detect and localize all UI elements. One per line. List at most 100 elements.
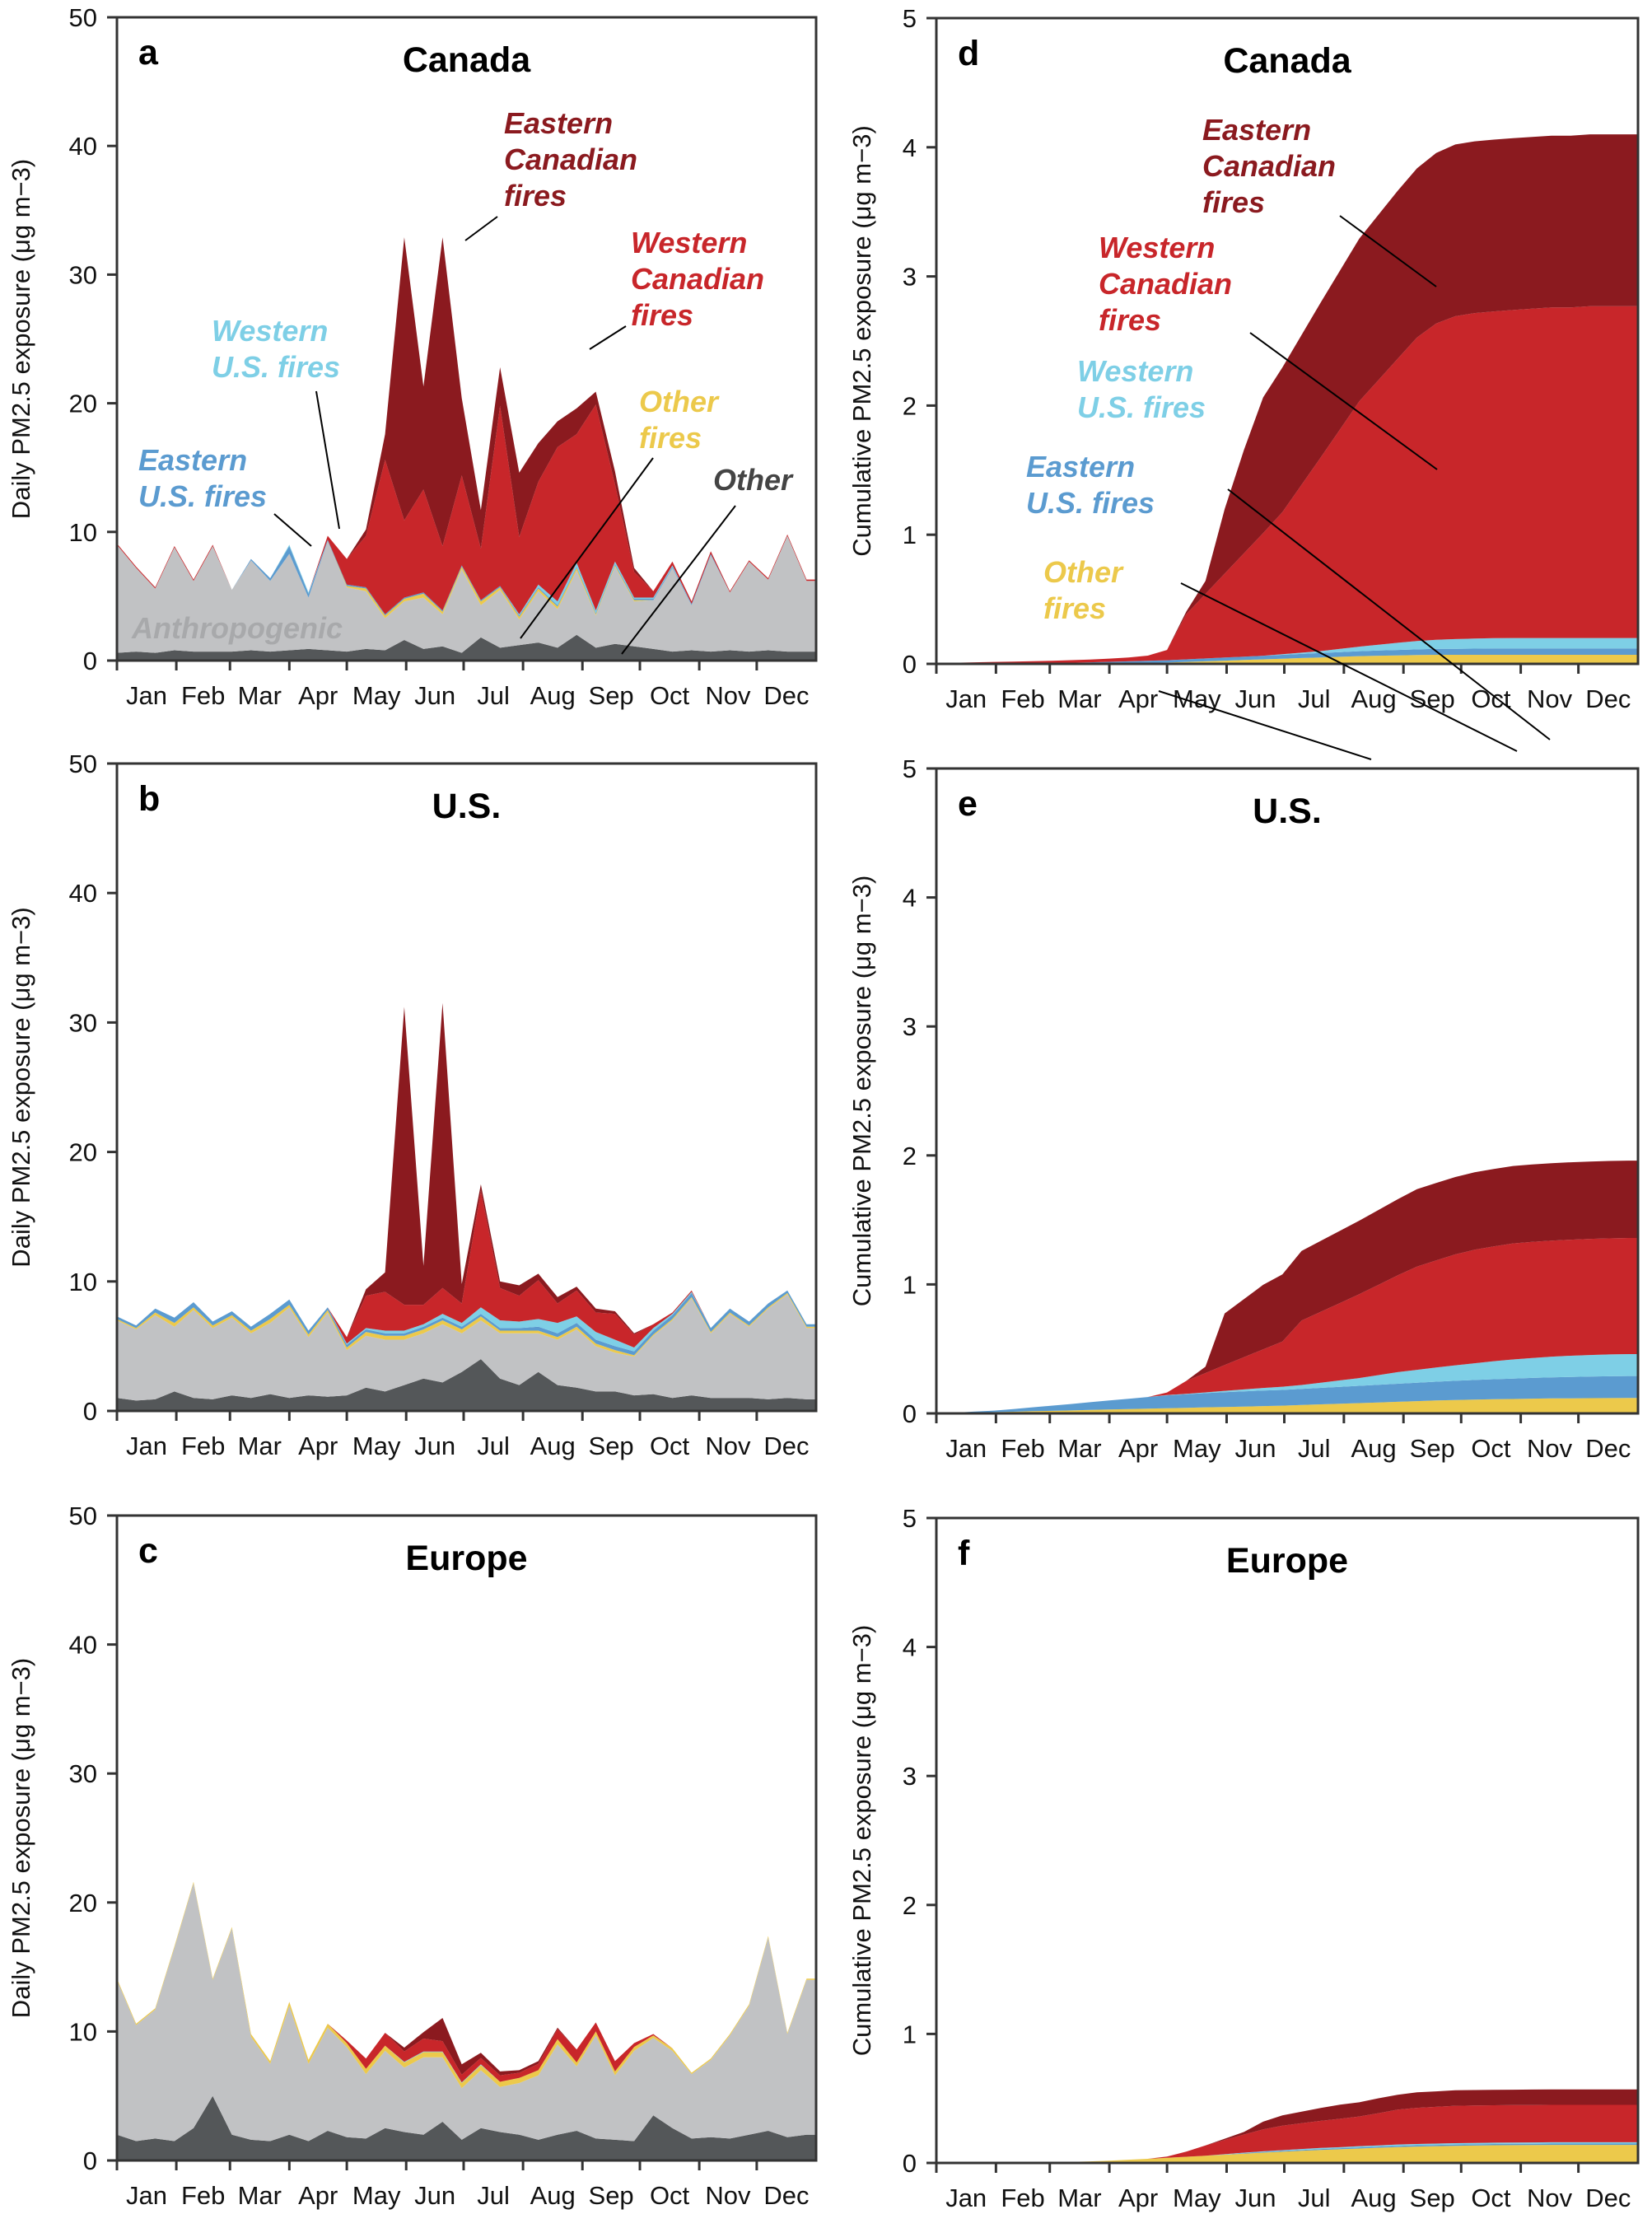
x-tick-label: Feb [181,2181,225,2210]
panel-title: Europe [1226,1541,1348,1581]
y-axis-label: Daily PM2.5 exposure (μg m−3) [7,907,35,1267]
x-tick-label: Jan [945,2184,987,2212]
area-eastern-canadian-fires [936,1161,1638,1413]
leader-line [464,216,498,241]
panel-b: 0 10 20 30 40 50 Jan Feb Mar Apr May Jun Jul Aug Sep Oc… [7,750,818,1460]
area-anthropogenic [117,535,816,653]
x-tick-label: Mar [238,2181,282,2210]
label-other-fires: Other fires [1043,555,1131,625]
x-tick-label: Jan [126,2181,167,2210]
y-tick-label: 40 [69,879,97,908]
plot-frame [115,1514,818,2162]
area-eastern-canadian-fires [936,134,1638,664]
y-axis-label: Daily PM2.5 exposure (μg m−3) [7,1658,35,2018]
x-tick-label: Jul [477,1432,510,1460]
y-tick-label: 3 [903,1012,917,1041]
y-tick-label: 30 [69,1759,97,1788]
y-tick-label: 40 [69,132,97,161]
area-anthropogenic [117,1294,816,1401]
area-eastern-us-fires [117,535,816,617]
area-other-fires [117,535,816,619]
area-eastern-us-fires [936,1376,1638,1413]
x-tick-label: Aug [1351,2184,1396,2212]
y-tick-label: 4 [903,884,917,913]
x-tick-label: Nov [705,681,751,710]
area-western-canadian-fires [936,2104,1638,2163]
area-anthropogenic [117,1883,816,2142]
x-tick-label: Aug [1351,1434,1396,1463]
x-tick-label: Oct [1471,1434,1511,1463]
y-tick-label: 3 [903,1762,917,1791]
panel-c: 0 10 20 30 40 50 Jan Feb Mar Apr May Jun Jul Aug Sep Oc… [7,1502,818,2210]
x-tick-label: Jun [414,1432,455,1460]
panel-letter: c [138,1531,158,1571]
x-tick-label: Sep [589,2181,634,2210]
y-tick-label: 10 [69,2017,97,2046]
x-tick-label: Jun [1234,2184,1276,2212]
x-tick-label: Apr [298,681,338,710]
label-anthropogenic: Anthropogenic [131,611,343,645]
label-eastern-us-fires: Eastern U.S. fires [138,443,267,513]
y-tick-label: 50 [69,750,97,778]
x-tick-label: May [352,2181,401,2210]
leader-line [621,505,736,655]
panel-letter: b [138,779,160,819]
x-tick-label: Sep [1410,2184,1455,2212]
x-tick-label: Aug [530,1432,576,1460]
panel-d-annotations: Eastern Canadian fires Western Canadian … [1026,113,1551,760]
plot-frame [115,16,818,662]
x-tick-label: Apr [1118,2184,1158,2212]
area-eastern-us-fires [936,648,1638,664]
x-tick-label: Nov [1527,1434,1573,1463]
x-tick-label: May [352,1432,401,1460]
area-other-fires [936,655,1638,664]
panel-title: U.S. [432,787,502,826]
area-western-us-fires [117,1290,816,1352]
x-tick-label: Oct [650,2181,690,2210]
leader-line [1227,488,1551,740]
panel-e: 0 1 2 3 4 5 Jan Feb Mar Apr May Jun Jul Aug Sep Oct Nov D… [847,754,1640,1463]
panel-title: Europe [405,1539,527,1578]
x-tick-label: Feb [181,681,225,710]
x-tick-label: Mar [1057,684,1101,713]
y-tick-label: 3 [903,263,917,292]
x-tick-label: Feb [1001,1434,1044,1463]
area-eastern-canadian-fires [117,1002,816,1338]
x-tick-label: Jan [126,1432,167,1460]
x-tick-label: Dec [763,2181,809,2210]
plot-frame [935,767,1640,1415]
y-tick-label: 30 [69,1008,97,1037]
y-tick-label: 4 [903,1633,917,1662]
label-other: Other [713,463,794,497]
x-tick-label: Sep [1410,1434,1455,1463]
leader-line [273,513,312,547]
x-tick-label: Oct [650,681,690,710]
plot-frame [115,762,818,1413]
panel-title: Canada [1223,41,1351,81]
x-tick-label: Jul [1298,1434,1331,1463]
y-tick-label: 10 [69,1268,97,1296]
leader-line [315,390,340,530]
x-tick-label: Jun [414,2181,455,2210]
label-western-us-fires: Western U.S. fires [212,314,340,384]
area-other [117,634,816,661]
y-tick-label: 5 [903,754,917,783]
area-western-canadian-fires [936,306,1638,664]
x-tick-label: Nov [1527,2184,1573,2212]
area-eastern-canadian-fires [936,2089,1638,2163]
area-other-fires [936,2145,1638,2163]
y-tick-label: 5 [903,1504,917,1533]
x-tick-label: Apr [298,1432,338,1460]
panel-title: Canada [403,40,531,80]
panel-a: 0 10 20 30 40 50 Jan Feb Mar Apr May Jun Jul Aug Sep Oc… [7,3,818,710]
panel-f: 0 1 2 3 4 5 Jan Feb Mar Apr May Jun Jul Aug Sep Oct Nov D… [847,1504,1640,2212]
x-tick-label: Oct [1471,684,1511,713]
x-tick-label: Aug [530,681,576,710]
x-tick-label: Mar [238,681,282,710]
x-tick-label: Jul [477,681,510,710]
y-axis-label: Cumulative PM2.5 exposure (μg m−3) [847,1625,876,2057]
panel-title: U.S. [1253,792,1322,831]
y-tick-label: 50 [69,1502,97,1530]
